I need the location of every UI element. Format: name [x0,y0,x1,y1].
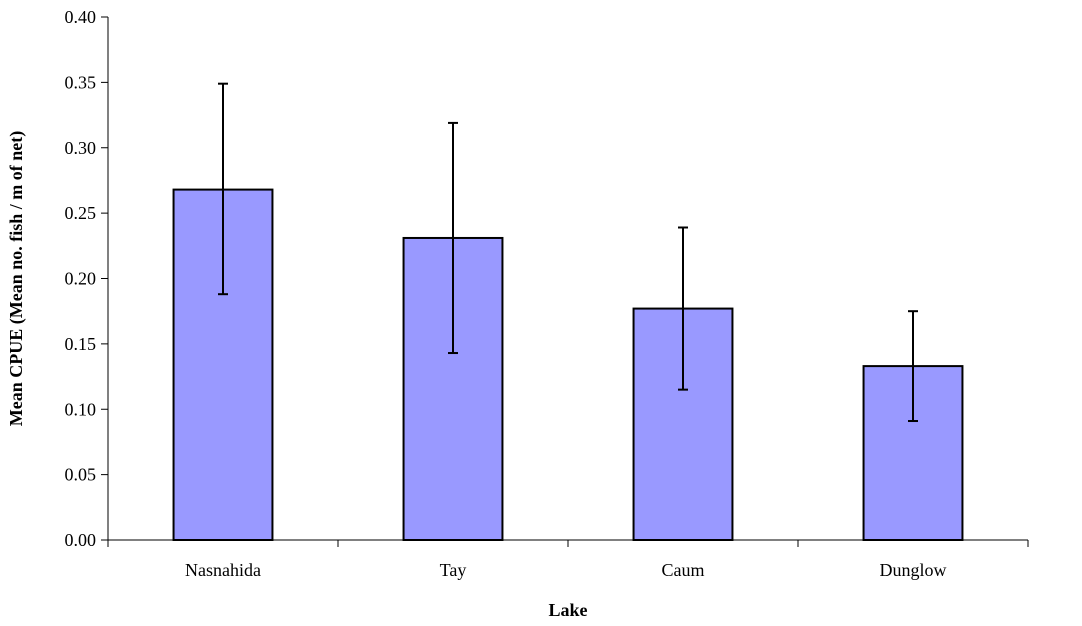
error-bar-dunglow [908,310,918,423]
error-bars [218,82,918,423]
y-axis-title: Mean CPUE (Mean no. fish / m of net) [6,131,27,426]
x-tick-labels: Nasnahida Tay Caum Dunglow [185,560,946,580]
y-tick-label: 0.35 [65,72,97,92]
y-tick-label: 0.40 [65,7,97,27]
x-tick-label-dunglow: Dunglow [880,560,947,580]
x-axis-title: Lake [548,600,587,620]
y-tick-label: 0.25 [65,203,97,223]
x-tick-label-tay: Tay [440,560,467,580]
error-bar-caum [678,226,688,391]
y-tick-label: 0.15 [65,334,97,354]
y-tick-labels: 0.00 0.05 0.10 0.15 0.20 0.25 0.30 0.35 0.40 [65,7,97,550]
error-bar-tay [448,121,458,355]
x-tick-label-nasnahida: Nasnahida [185,560,261,580]
y-tick-label: 0.30 [65,138,97,158]
y-axis-ticks [101,16,108,541]
x-axis-ticks [107,540,1029,547]
y-tick-label: 0.00 [65,530,97,550]
error-bar-nasnahida [218,82,228,296]
y-tick-label: 0.20 [65,269,97,289]
y-tick-label: 0.05 [65,465,97,485]
y-tick-label: 0.10 [65,399,97,419]
x-tick-label-caum: Caum [662,560,705,580]
bars [172,188,964,542]
